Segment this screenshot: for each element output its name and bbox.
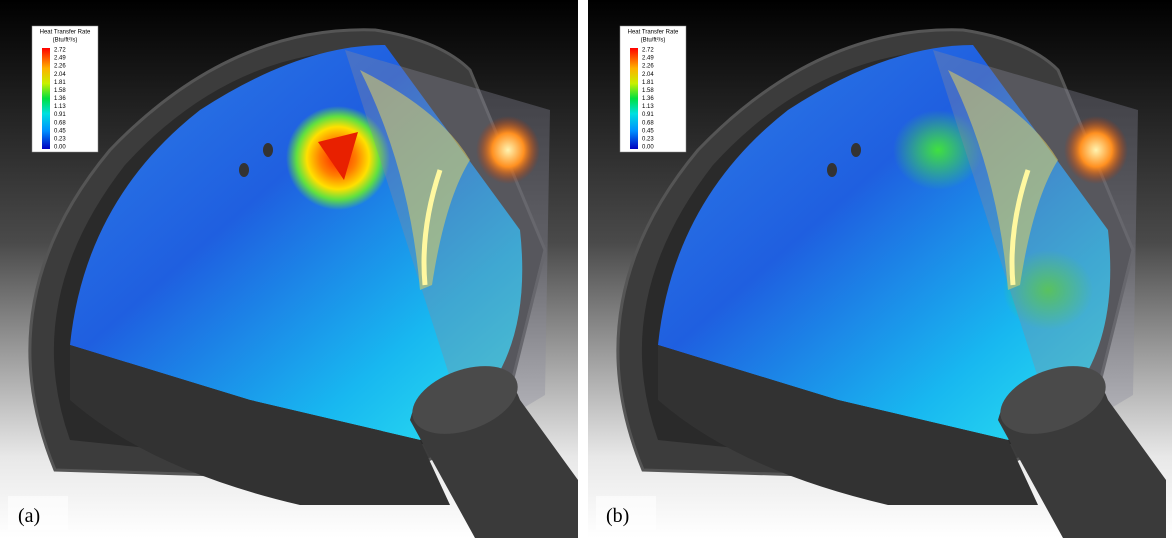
legend: Heat Transfer Rate (Btu/ft²/s) 2.72 2.49 2.2…: [32, 26, 98, 152]
legend-title: Heat Transfer Rate: [628, 30, 679, 36]
legend-tick: 1.36: [54, 96, 66, 102]
legend-tick: 0.23: [642, 136, 654, 142]
legend-tick: 2.26: [642, 64, 654, 70]
legend-tick: 2.49: [54, 56, 66, 62]
legend-tick: 0.00: [54, 145, 66, 151]
legend-unit: (Btu/ft²/s): [53, 38, 78, 44]
flame: [476, 116, 540, 184]
legend-tick: 2.72: [642, 48, 654, 54]
flame: [1064, 116, 1128, 184]
legend-tick: 1.13: [642, 104, 654, 110]
legend: Heat Transfer Rate (Btu/ft²/s) 2.72 2.49 2.2…: [620, 26, 686, 152]
legend-tick: 0.91: [54, 112, 66, 118]
legend-tick: 2.72: [54, 48, 66, 54]
legend-tick: 2.26: [54, 64, 66, 70]
legend-tick: 1.58: [54, 88, 66, 94]
legend-title: Heat Transfer Rate: [40, 30, 91, 36]
legend-tick: 0.45: [642, 128, 654, 134]
legend-tick: 0.23: [54, 136, 66, 142]
legend-tick: 0.91: [642, 112, 654, 118]
legend-tick: 0.45: [54, 128, 66, 134]
port: [827, 163, 837, 177]
legend-tick: 0.00: [642, 145, 654, 151]
panel-label: (b): [606, 505, 629, 527]
colorbar: [630, 48, 638, 149]
panel: Heat Transfer Rate (Btu/ft²/s) 2.72 2.49 2.2…: [0, 0, 578, 538]
figure: Heat Transfer Rate (Btu/ft²/s) 2.72 2.49 2.2…: [0, 0, 1172, 538]
legend-tick: 2.04: [54, 72, 66, 78]
panel: Heat Transfer Rate (Btu/ft²/s) 2.72 2.49 2.2…: [588, 0, 1172, 538]
port: [239, 163, 249, 177]
legend-tick: 1.13: [54, 104, 66, 110]
legend-tick: 2.04: [642, 72, 654, 78]
legend-tick: 1.81: [54, 80, 66, 86]
legend-tick: 1.36: [642, 96, 654, 102]
legend-tick: 0.68: [54, 120, 66, 126]
legend-tick: 1.58: [642, 88, 654, 94]
legend-tick: 1.81: [642, 80, 654, 86]
port: [851, 143, 861, 157]
legend-tick: 2.49: [642, 56, 654, 62]
colorbar: [42, 48, 50, 149]
legend-tick: 0.68: [642, 120, 654, 126]
port: [263, 143, 273, 157]
panel-label: (a): [18, 505, 40, 527]
legend-unit: (Btu/ft²/s): [641, 38, 666, 44]
